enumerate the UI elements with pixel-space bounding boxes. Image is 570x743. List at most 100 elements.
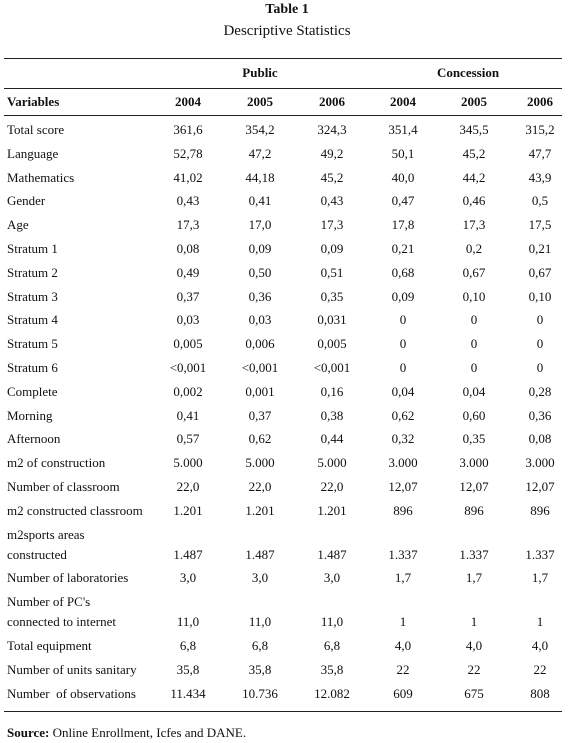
cell: 0,35: [462, 431, 486, 447]
row-label: Mathematics: [7, 169, 75, 185]
cell: 17,3: [176, 217, 200, 233]
cell: 1: [470, 614, 478, 630]
cell: 0,03: [176, 312, 200, 328]
cell: 1.337: [525, 546, 555, 562]
column-header: 2006: [527, 94, 553, 109]
cell: 3.000: [388, 455, 418, 471]
source-label: Source:: [7, 725, 50, 740]
cell: 41,02: [173, 169, 203, 185]
table-subtitle: Descriptive Statistics: [223, 23, 351, 39]
cell: 324,3: [317, 122, 347, 137]
cell: 0,50: [248, 264, 272, 280]
cell: 5.000: [173, 455, 203, 471]
cell: 4,0: [531, 638, 549, 653]
row-label: constructed: [7, 546, 67, 562]
cell: 354,2: [245, 122, 275, 137]
cell: 1.487: [245, 546, 275, 562]
cell: 0,21: [528, 241, 552, 256]
cell: 0,38: [320, 407, 344, 423]
cell: 1.201: [173, 502, 203, 518]
row-label: m2sports areas: [7, 526, 85, 542]
cell: 0,44: [320, 431, 344, 447]
cell: 43,9: [528, 169, 552, 185]
cell: 50,1: [391, 145, 415, 161]
row-label: Total score: [7, 122, 65, 137]
cell: 1.337: [459, 546, 489, 562]
cell: 3.000: [459, 455, 489, 471]
row-label: Number of units sanitary: [7, 661, 137, 677]
cell: 0,68: [391, 264, 415, 280]
row-label: Stratum 2: [7, 264, 58, 280]
table-title: Table 1: [265, 2, 309, 17]
cell: 12,07: [525, 479, 555, 494]
cell: 0,005: [317, 336, 347, 352]
cell: 0,08: [176, 241, 200, 256]
cell: 0,51: [320, 264, 344, 280]
row-label: Language: [7, 145, 59, 161]
cell: 44,2: [462, 169, 486, 185]
cell: 0,62: [248, 431, 272, 447]
cell: 0,031: [317, 312, 347, 328]
cell: 0,46: [462, 193, 486, 209]
column-header: 2006: [319, 94, 345, 109]
cell: 3,0: [323, 570, 341, 586]
cell: 45,2: [320, 169, 344, 185]
cell: 0,43: [176, 193, 200, 209]
cell: 17,8: [391, 217, 415, 233]
cell: 0: [536, 312, 544, 328]
cell: 1: [399, 614, 407, 630]
cell: 17,3: [320, 217, 344, 233]
column-header: 2004: [390, 94, 416, 109]
cell: 52,78: [173, 145, 203, 161]
cell: 361,6: [173, 122, 203, 137]
cell: 0,67: [528, 264, 552, 280]
row-label: Age: [7, 217, 29, 233]
cell: 0,2: [465, 241, 483, 256]
cell: 0,36: [528, 407, 552, 423]
cell: 0,37: [176, 288, 200, 304]
cell: 675: [464, 685, 484, 701]
cell: 0: [399, 312, 407, 328]
cell: 0,67: [462, 264, 486, 280]
cell: 345,5: [459, 122, 489, 137]
cell: 6,8: [251, 638, 269, 653]
cell: <0,001: [241, 360, 279, 375]
row-label: Number of observations: [7, 685, 136, 701]
cell: 40,0: [391, 169, 415, 185]
cell: 0: [470, 336, 478, 352]
cell: 0,09: [248, 241, 272, 256]
row-label: Number of classroom: [7, 479, 120, 494]
cell: 1,7: [465, 570, 483, 586]
cell: 47,2: [248, 145, 272, 161]
cell: 1,7: [394, 570, 412, 586]
cell: 0,47: [391, 193, 415, 209]
cell: 0,49: [176, 264, 200, 280]
cell: 0,37: [248, 407, 272, 423]
cell: 12,07: [459, 479, 489, 494]
cell: 0,41: [248, 193, 272, 209]
cell: 6,8: [179, 638, 197, 653]
rule: [4, 58, 562, 59]
cell: 5.000: [245, 455, 275, 471]
cell: <0,001: [313, 360, 351, 375]
cell: 22,0: [176, 479, 200, 494]
column-header: 2005: [461, 94, 487, 109]
cell: 0,41: [176, 407, 200, 423]
cell: 0,03: [248, 312, 272, 328]
rule: [4, 711, 562, 712]
cell: 0,21: [391, 241, 415, 256]
row-label: Number of laboratories: [7, 570, 129, 586]
cell: 315,2: [525, 122, 555, 137]
cell: 0,28: [528, 383, 552, 399]
cell: 1.487: [173, 546, 203, 562]
row-label: connected to internet: [7, 614, 117, 630]
rule: [4, 88, 562, 89]
cell: 0,43: [320, 193, 344, 209]
row-label: m2 of construction: [7, 455, 106, 471]
cell: 896: [530, 502, 550, 518]
cell: 351,4: [388, 122, 418, 137]
row-label: Stratum 6: [7, 360, 58, 375]
cell: 5.000: [317, 455, 347, 471]
cell: 11,0: [320, 614, 344, 630]
